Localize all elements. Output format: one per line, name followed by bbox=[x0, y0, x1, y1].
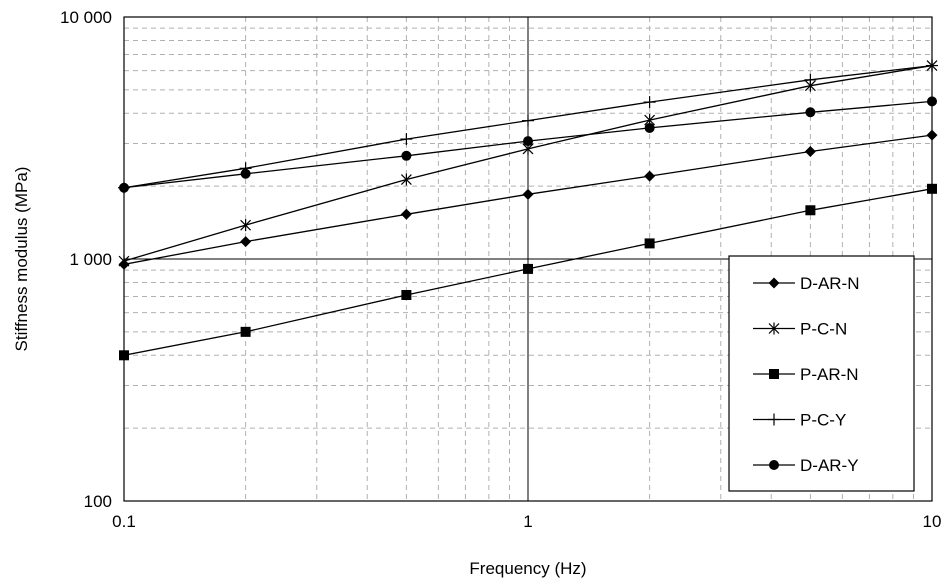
data-point-p-c-y bbox=[804, 73, 817, 86]
data-point-d-ar-y bbox=[927, 96, 937, 107]
data-point-d-ar-y bbox=[119, 182, 129, 193]
data-point-p-c-n bbox=[240, 219, 252, 232]
y-tick-label: 1 000 bbox=[69, 250, 112, 269]
legend-label-d-ar-y: D-AR-Y bbox=[800, 456, 859, 475]
data-point-p-c-y bbox=[522, 114, 534, 127]
data-point-d-ar-n bbox=[926, 129, 938, 141]
series-d-ar-y bbox=[119, 96, 937, 193]
data-point-d-ar-y bbox=[240, 168, 251, 179]
data-point-p-c-n bbox=[400, 173, 412, 186]
data-point-p-ar-n bbox=[523, 263, 533, 274]
data-point-p-ar-n bbox=[644, 238, 655, 249]
data-point-p-ar-n bbox=[119, 350, 129, 361]
x-tick-label: 10 bbox=[923, 512, 942, 531]
data-point-p-c-n bbox=[118, 255, 130, 268]
series-layer bbox=[118, 59, 938, 361]
data-point-d-ar-n bbox=[522, 188, 534, 200]
data-point-d-ar-y bbox=[805, 107, 816, 118]
data-point-d-ar-n bbox=[644, 170, 656, 182]
legend-label-p-ar-n: P-AR-N bbox=[800, 365, 859, 384]
legend-item-p-c-y: P-C-Y bbox=[753, 411, 846, 430]
legend-marker-p-ar-n bbox=[769, 369, 779, 379]
legend-item-p-c-n: P-C-N bbox=[753, 320, 847, 339]
legend-label-p-c-y: P-C-Y bbox=[800, 411, 846, 430]
data-point-p-c-y bbox=[643, 96, 656, 109]
data-point-p-ar-n bbox=[927, 183, 937, 194]
data-point-p-ar-n bbox=[240, 326, 251, 337]
legend-marker-d-ar-y bbox=[769, 460, 779, 470]
data-point-d-ar-n bbox=[400, 208, 412, 220]
data-point-p-ar-n bbox=[805, 205, 816, 216]
y-tick-label: 100 bbox=[84, 492, 112, 511]
data-point-p-c-y bbox=[926, 59, 938, 72]
data-point-d-ar-y bbox=[401, 150, 412, 161]
data-point-d-ar-n bbox=[240, 236, 252, 248]
legend-marker-d-ar-n bbox=[768, 277, 780, 289]
x-axis-label: Frequency (Hz) bbox=[469, 559, 586, 578]
legend-label-d-ar-n: D-AR-N bbox=[800, 274, 860, 293]
x-tick-label: 0.1 bbox=[112, 512, 136, 531]
series-p-ar-n bbox=[119, 183, 937, 361]
legend-item-p-ar-n: P-AR-N bbox=[753, 365, 859, 384]
data-point-p-c-y bbox=[400, 133, 413, 146]
series-d-ar-n bbox=[118, 129, 938, 270]
y-tick-label: 10 000 bbox=[60, 8, 112, 27]
y-tick-labels: 100 1 000 10 000 bbox=[60, 8, 112, 511]
x-tick-labels: 0.1 1 10 bbox=[112, 512, 941, 531]
legend-marker-p-c-n bbox=[768, 322, 780, 335]
legend-label-p-c-n: P-C-N bbox=[800, 320, 847, 339]
x-tick-label: 1 bbox=[523, 512, 532, 531]
data-point-d-ar-y bbox=[523, 136, 533, 147]
legend: D-AR-N P-C-N P-AR-N P-C-Y D-AR-Y bbox=[728, 255, 915, 492]
legend-marker-p-c-y bbox=[768, 413, 780, 426]
y-axis-label: Stiffness modulus (MPa) bbox=[12, 167, 31, 352]
legend-item-d-ar-y: D-AR-Y bbox=[753, 456, 859, 475]
data-point-d-ar-y bbox=[644, 122, 655, 133]
data-point-d-ar-n bbox=[804, 146, 816, 158]
data-point-p-ar-n bbox=[401, 289, 412, 300]
legend-item-d-ar-n: D-AR-N bbox=[753, 274, 860, 293]
